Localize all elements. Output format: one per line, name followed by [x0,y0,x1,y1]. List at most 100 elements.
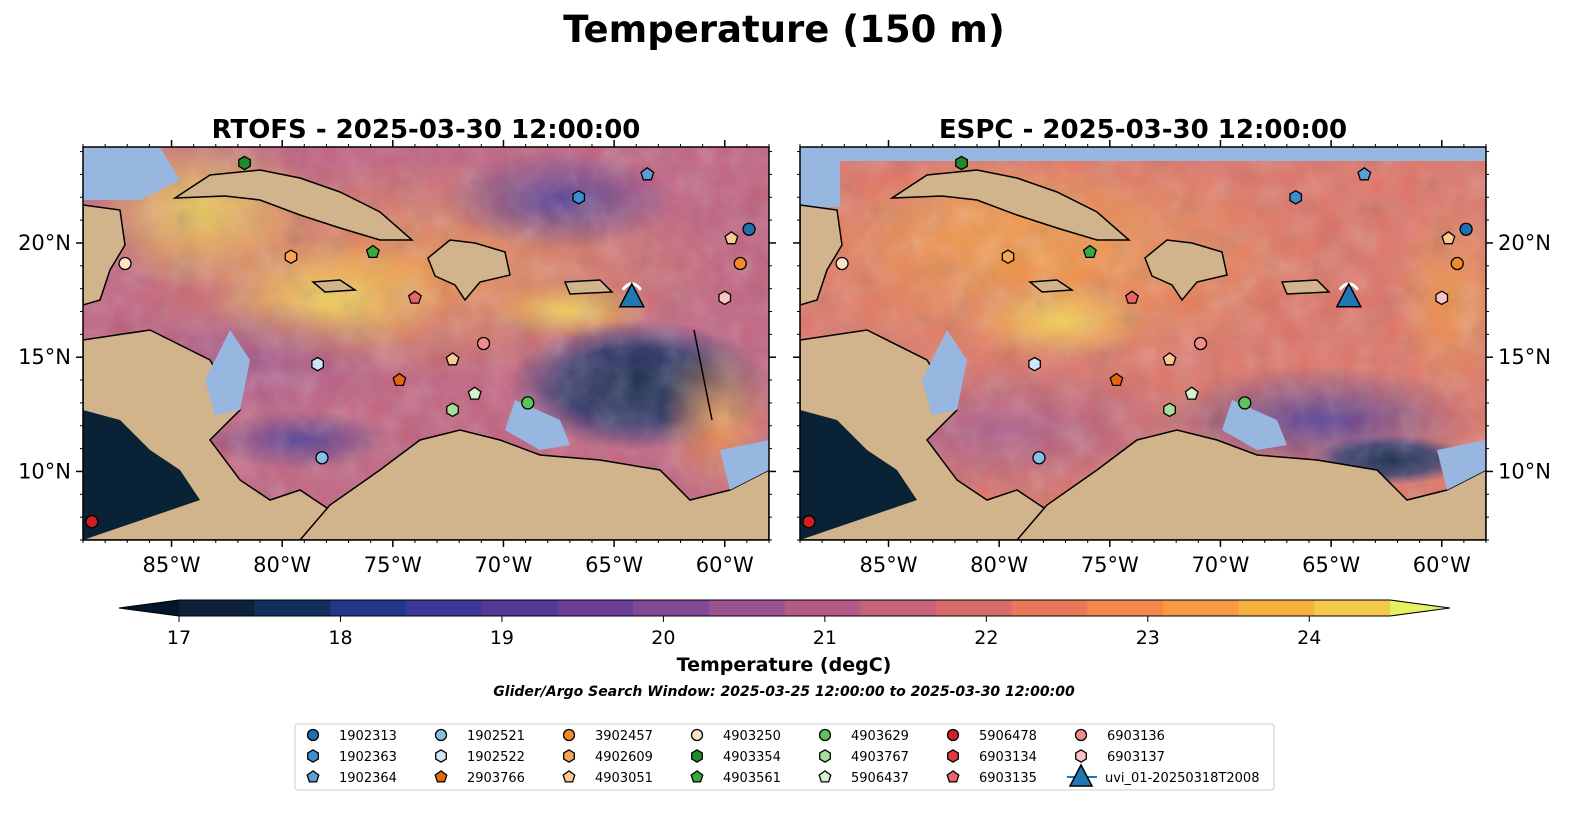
colorbar-swatch [1314,600,1391,616]
legend-marker [691,749,703,763]
x-tick-label: 70°W [474,553,532,577]
float-marker-3902457 [733,256,747,271]
float-marker-4903250 [118,256,132,271]
float-marker-4903767 [446,402,459,418]
legend-label: 1902521 [467,729,525,744]
legend-marker [434,728,448,742]
figure-title: Temperature (150 m) [563,8,1005,51]
x-tick-label: 60°W [696,553,754,577]
float-marker-4903250 [835,256,849,271]
legend-marker [435,749,447,763]
float-marker-1902363 [1289,189,1303,205]
legend-marker [946,770,960,783]
float-marker-1902313 [742,222,756,236]
float-marker-6903137 [718,290,732,306]
markers-rtofs [85,155,756,529]
legend-label: 4903051 [595,771,653,786]
y-tick-label: 20°N [18,231,71,255]
sea-bed-shelves [83,147,769,540]
panel-title-espc: ESPC - 2025-03-30 12:00:00 [939,115,1347,145]
x-tick-label: 80°W [253,553,311,577]
x-tick-label: 65°W [585,553,643,577]
legend-label: 4903629 [851,729,909,744]
legend-label: 4903767 [851,750,909,765]
colorbar-extend-high [1390,600,1450,616]
glider-marker [618,282,646,308]
float-marker-3902457 [1450,256,1464,271]
y-tick-label: 20°N [1498,231,1551,255]
legend-marker [306,728,320,742]
colorbar-tick-label: 21 [813,627,837,649]
legend-label: 2903766 [467,771,525,786]
float-marker-1902522 [1028,356,1041,372]
float-marker-1902313 [1459,222,1473,236]
float-marker-5906437 [1184,386,1199,400]
colorbar-extend-low [119,600,179,616]
colorbar-tick-label: 20 [651,627,675,649]
float-marker-4903767 [1163,402,1176,418]
float-marker-1902522 [311,356,324,372]
legend-label: 6903137 [1107,750,1165,765]
x-tick-label: 75°W [364,553,422,577]
colorbar-swatch [1238,600,1315,616]
float-marker-6903136 [476,336,491,351]
legend-marker [690,770,704,783]
float-marker-4903051 [1441,230,1456,245]
legend-marker [562,770,576,783]
float-marker-6903135 [1124,290,1139,304]
colorbar-tick-label: 19 [490,627,514,649]
colorbar-tick-label: 24 [1297,627,1321,649]
legend-label: 5906437 [851,771,909,786]
axes-espc: 85°W 80°W 75°W 70°W 65°W 60°W 10°N 15°N 20°N [793,140,1551,577]
float-marker-6903137 [1435,290,1449,306]
legend-label: 3902457 [595,729,653,744]
colorbar-tick-label: 17 [167,627,191,649]
float-marker-2903766 [392,372,407,387]
colorbar-label: Temperature (degC) [677,654,892,676]
legend-glider-marker [1068,763,1094,787]
map-panel-rtofs: RTOFS - 2025-03-30 12:00:00 [18,115,776,577]
colorbar-swatch [633,600,710,616]
x-tick-label: 70°W [1191,553,1249,577]
colorbar-swatch [1087,600,1164,616]
colorbar-tick-label: 23 [1136,627,1160,649]
float-marker-5906437 [467,386,482,400]
legend-marker [1075,749,1087,763]
float-marker-1902363 [572,189,586,205]
x-tick-label: 65°W [1302,553,1360,577]
float-marker-4902609 [1001,249,1015,265]
legend-label: 6903135 [979,771,1037,786]
float-marker-1902521 [1032,451,1046,465]
colorbar-tick-label: 22 [974,627,998,649]
legend-marker [1074,728,1088,742]
float-marker-1902364 [640,166,655,181]
legend-marker [563,749,575,763]
float-marker-1902521 [315,451,329,465]
colorbar-ticks: 17 18 19 20 21 22 23 24 [167,616,1321,649]
float-marker-2903766 [1109,372,1124,387]
x-tick-label: 60°W [1413,553,1471,577]
legend-label: 4903354 [723,750,781,765]
sea-bed-shelves [800,330,1486,540]
legend: 1902313 1902363 1902364 1902521 1902522 29037… [294,723,1275,791]
search-window-caption: Glider/Argo Search Window: 2025-03-25 12… [493,684,1075,700]
colorbar-swatch [330,600,407,616]
colorbar-swatch [481,600,559,616]
legend-label: 6903136 [1107,729,1165,744]
colorbar-swatch [179,600,256,616]
y-tick-label: 10°N [1498,459,1551,483]
colorbar-swatch [1162,600,1240,616]
legend-label: 1902313 [339,729,397,744]
y-tick-label: 15°N [1498,345,1551,369]
legend-label: 4903561 [723,771,781,786]
axes-rtofs: 85°W 80°W 75°W 70°W 65°W 60°W 10°N 15°N 20°N [18,140,776,577]
float-marker-1902364 [1357,166,1372,181]
colorbar: 17 18 19 20 21 22 23 24 Temperature (degC) Glid… [118,599,1451,700]
legend-marker [434,770,448,783]
x-tick-label: 80°W [970,553,1028,577]
legend-marker [690,728,704,742]
colorbar-swatch [935,600,1013,616]
legend-marker [818,728,832,742]
colorbar-swatch [708,600,786,616]
